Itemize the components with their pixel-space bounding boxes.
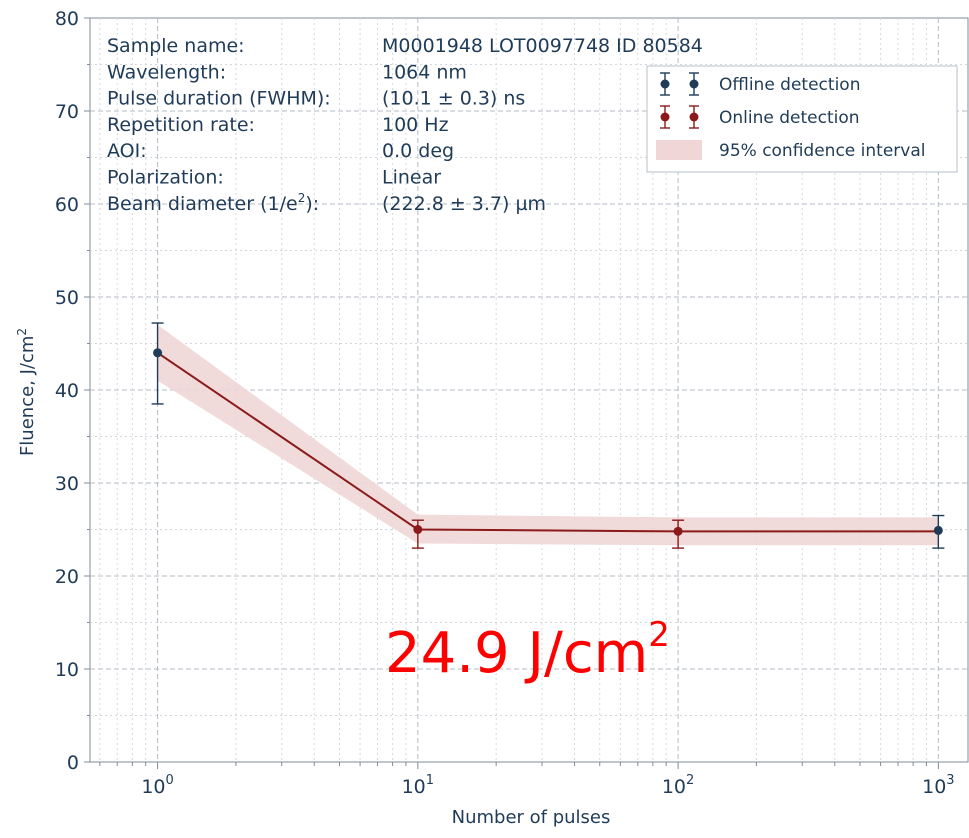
y-axis-ticks: 0 10 20 30 40 50 60 70 80 xyxy=(55,8,90,774)
info-label: Beam diameter (1/e2): xyxy=(107,191,319,215)
fit-line-layer xyxy=(157,351,939,533)
info-value: M0001948 LOT0097748 ID 80584 xyxy=(382,35,703,57)
threshold-annotation: 24.9 J/cm2 xyxy=(385,615,670,686)
x-axis-title: Number of pulses xyxy=(452,807,611,828)
confidence-band xyxy=(157,324,939,546)
y-tick-label: 50 xyxy=(55,287,79,309)
y-tick-label: 0 xyxy=(67,752,79,774)
x-tick-exp: 1 xyxy=(426,773,434,788)
y-tick-label: 40 xyxy=(55,380,79,402)
legend-entry: Offline detection xyxy=(660,72,860,96)
legend-marker xyxy=(689,79,699,89)
x-tick-exp: 0 xyxy=(166,773,174,788)
x-tick-exp: 2 xyxy=(686,773,694,788)
y-axis-title: Fluence, J/cm2 xyxy=(15,328,38,456)
info-label-text: Pulse duration (FWHM): xyxy=(107,88,331,110)
info-value: Linear xyxy=(382,167,441,189)
x-tick-base: 10 xyxy=(141,776,165,798)
data-marker xyxy=(673,526,683,536)
x-tick-label: 102 xyxy=(662,773,694,798)
info-value: (222.8 ± 3.7) µm xyxy=(382,193,546,215)
y-tick-label: 30 xyxy=(55,473,79,495)
info-label-text: Wavelength: xyxy=(107,61,226,83)
info-label: Sample name: xyxy=(107,35,245,57)
x-tick-exp: 3 xyxy=(946,773,954,788)
data-marker xyxy=(413,525,423,534)
threshold-annotation-sup: 2 xyxy=(648,615,670,655)
x-tick-base: 10 xyxy=(402,776,426,798)
data-points-layer xyxy=(151,322,945,549)
legend-marker xyxy=(689,112,699,122)
info-label: AOI: xyxy=(107,140,147,162)
x-tick-label: 103 xyxy=(922,773,954,798)
threshold-annotation-value: 24.9 J/cm xyxy=(385,621,648,686)
y-tick-label: 10 xyxy=(55,659,79,681)
info-label-sup: 2 xyxy=(298,191,306,205)
legend-marker xyxy=(660,112,670,122)
info-label-tail: ): xyxy=(305,193,319,215)
x-tick-base: 10 xyxy=(662,776,686,798)
data-point-online xyxy=(672,519,685,549)
legend-marker xyxy=(660,79,670,89)
legend-label: 95% confidence interval xyxy=(719,141,925,161)
info-label-text: Polarization: xyxy=(107,167,224,189)
x-axis-ticks: 100 101 102 103 xyxy=(99,762,955,798)
data-point-offline xyxy=(151,322,164,405)
x-tick-label: 101 xyxy=(402,773,434,798)
info-label-text: AOI: xyxy=(107,140,147,162)
y-tick-label: 60 xyxy=(55,194,79,216)
info-label: Polarization: xyxy=(107,167,224,189)
confidence-band-layer xyxy=(157,324,939,546)
info-value: 100 Hz xyxy=(382,114,449,136)
data-point-online xyxy=(411,519,424,549)
y-axis-title-main: Fluence, J/cm xyxy=(17,336,38,456)
info-label: Wavelength: xyxy=(107,61,226,83)
info-label-text: Repetition rate: xyxy=(107,114,255,136)
legend-swatch xyxy=(656,140,702,160)
fit-line xyxy=(157,351,939,533)
info-value: 0.0 deg xyxy=(382,140,454,162)
x-tick-label: 100 xyxy=(141,773,173,798)
x-tick-base: 10 xyxy=(922,776,946,798)
sample-info-block: Sample name: M0001948 LOT0097748 ID 80584… xyxy=(107,35,703,215)
info-value: (10.1 ± 0.3) ns xyxy=(382,88,525,110)
y-tick-label: 20 xyxy=(55,566,79,588)
legend-label: Online detection xyxy=(719,108,860,128)
legend: Offline detection Online detection 95% con… xyxy=(646,65,958,173)
y-tick-label: 80 xyxy=(55,8,79,30)
data-marker xyxy=(933,525,943,535)
info-label: Repetition rate: xyxy=(107,114,255,136)
info-label-text: Sample name: xyxy=(107,35,245,57)
info-label-text: Beam diameter (1/e xyxy=(107,193,298,215)
info-value: 1064 nm xyxy=(382,61,467,83)
legend-label: Offline detection xyxy=(719,75,860,95)
y-tick-label: 70 xyxy=(55,101,79,123)
legend-entry: Online detection xyxy=(660,105,860,129)
y-axis-title-sup: 2 xyxy=(15,328,29,336)
data-marker xyxy=(153,348,163,358)
info-label: Pulse duration (FWHM): xyxy=(107,88,331,110)
data-point-offline xyxy=(932,514,945,549)
legend-entry: 95% confidence interval xyxy=(656,140,925,161)
